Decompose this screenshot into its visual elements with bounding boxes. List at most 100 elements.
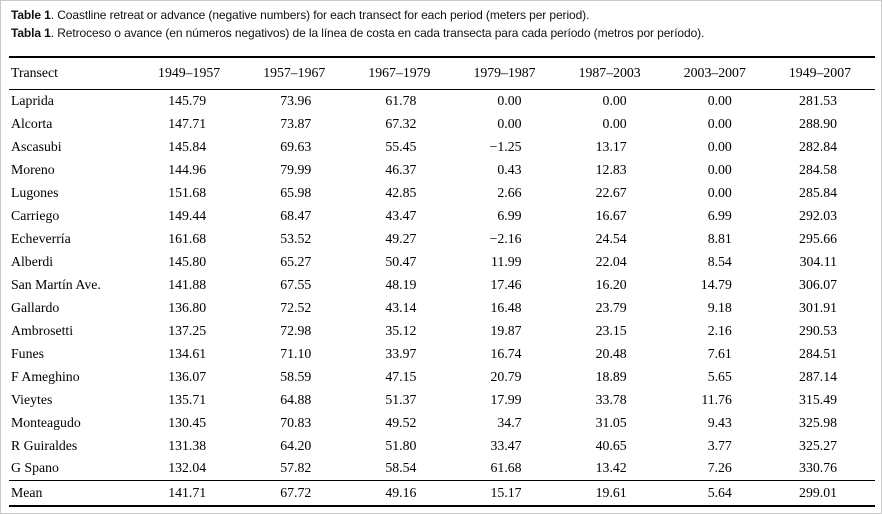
table-row: Carriego 149.44 68.47 43.47 6.99 16.67 6.99 292…: [9, 204, 875, 227]
transect-name: G Spano: [11, 460, 59, 476]
caption-label-es: Tabla 1: [11, 26, 51, 40]
value-cell: 11.99: [491, 253, 522, 269]
value-cell: 72.52: [280, 299, 312, 315]
value-cell: 130.45: [168, 414, 207, 430]
value-cell: 285.84: [799, 184, 837, 200]
table-header: Transect 1949–1957 1957–1967 1967–1979 1979–…: [9, 56, 875, 90]
value-cell: 131.38: [168, 437, 207, 453]
table-row: San Martín Ave. 141.88 67.55 48.19 17.46 16.2…: [9, 273, 875, 296]
value-cell: 151.68: [168, 184, 207, 200]
value-cell: 145.80: [168, 253, 207, 269]
value-cell: 17.46: [490, 276, 522, 292]
value-cell: 282.84: [799, 138, 837, 154]
table-row: Monteagudo 130.45 70.83 49.52 34.7 31.05 9.43 3…: [9, 411, 875, 434]
value-cell: 6.99: [497, 207, 522, 223]
value-cell: 284.58: [799, 161, 837, 177]
value-cell: 9.18: [707, 299, 732, 315]
transect-name: Gallardo: [11, 299, 60, 315]
value-cell: 42.85: [385, 184, 417, 200]
value-cell: 31.05: [595, 414, 627, 430]
value-cell: 40.65: [595, 437, 627, 453]
value-cell: 64.88: [280, 391, 312, 407]
value-cell: 23.15: [595, 322, 627, 338]
column-header-period: 1957–1967: [244, 56, 350, 90]
header-row: Transect 1949–1957 1957–1967 1967–1979 1979–…: [9, 56, 875, 90]
value-cell: 19.87: [490, 322, 522, 338]
transect-name: Echeverría: [11, 230, 71, 246]
value-cell: 67.55: [280, 276, 312, 292]
table-row: Ascasubi 145.84 69.63 55.45 −1.25 13.17 0.00 28…: [9, 135, 875, 158]
value-cell: 134.61: [168, 345, 207, 361]
mean-row: Mean 141.71 67.72 49.16 15.17 19.61 5.64 299.01: [9, 479, 875, 507]
table-row: G Spano 132.04 57.82 58.54 61.68 13.42 7.26 330…: [9, 457, 875, 480]
value-cell: 65.98: [280, 184, 312, 200]
value-cell: 135.71: [168, 391, 207, 407]
value-cell: 161.68: [168, 230, 207, 246]
value-cell: 136.80: [168, 299, 207, 315]
value-cell: 24.54: [595, 230, 627, 246]
value-cell: 79.99: [280, 161, 312, 177]
value-cell: 34.7: [497, 414, 522, 430]
table-row: Ambrosetti 137.25 72.98 35.12 19.87 23.15 2.16…: [9, 319, 875, 342]
value-cell: 147.71: [168, 115, 207, 131]
value-cell: 5.65: [707, 368, 732, 384]
table-row: Vieytes 135.71 64.88 51.37 17.99 33.78 11.76 31…: [9, 388, 875, 411]
value-cell: 58.59: [280, 368, 312, 384]
value-cell: 72.98: [280, 322, 312, 338]
value-cell: 18.89: [595, 368, 627, 384]
value-cell: 58.54: [385, 460, 417, 476]
transect-name: Funes: [11, 345, 44, 361]
value-cell: 22.04: [595, 253, 627, 269]
value-cell: 137.25: [168, 322, 207, 338]
value-cell: 304.11: [799, 253, 837, 269]
value-cell: 61.78: [385, 92, 417, 108]
value-cell: 136.07: [168, 368, 207, 384]
table-row: Laprida 145.79 73.96 61.78 0.00 0.00 0.00 281.5…: [9, 89, 875, 112]
table-row: Funes 134.61 71.10 33.97 16.74 20.48 7.61 284.5…: [9, 342, 875, 365]
value-cell: 9.43: [707, 414, 732, 430]
value-cell: 292.03: [799, 207, 837, 223]
table-row: Gallardo 136.80 72.52 43.14 16.48 23.79 9.18 30…: [9, 296, 875, 319]
value-cell: 0.00: [497, 115, 522, 131]
value-cell: 281.53: [799, 92, 837, 108]
value-cell: 20.48: [595, 345, 627, 361]
transect-name: Carriego: [11, 207, 60, 223]
value-cell: 51.80: [385, 437, 417, 453]
value-cell: 144.96: [168, 161, 207, 177]
value-cell: 8.81: [707, 230, 732, 246]
value-cell: 43.47: [385, 207, 417, 223]
value-cell: 51.37: [385, 391, 417, 407]
value-cell: 47.15: [385, 368, 417, 384]
value-cell: 306.07: [799, 276, 837, 292]
table-row: Echeverría 161.68 53.52 49.27 −2.16 24.54 8.81…: [9, 227, 875, 250]
value-cell: 71.10: [280, 345, 312, 361]
value-cell: 69.63: [280, 138, 312, 154]
value-cell: 70.83: [280, 414, 312, 430]
column-header-period: 1949–1957: [139, 56, 245, 90]
value-cell: 64.20: [280, 437, 312, 453]
value-cell: 3.77: [707, 437, 732, 453]
transect-name: Moreno: [11, 161, 55, 177]
value-cell: 33.78: [595, 391, 627, 407]
column-header-period: 1967–1979: [349, 56, 455, 90]
table-row: Lugones 151.68 65.98 42.85 2.66 22.67 0.00 285.…: [9, 181, 875, 204]
value-cell: 50.47: [385, 253, 417, 269]
value-cell: 17.99: [490, 391, 522, 407]
value-cell: 0.00: [707, 161, 732, 177]
value-cell: 11.76: [701, 391, 732, 407]
value-cell: 141.71: [139, 479, 245, 507]
value-cell: 68.47: [280, 207, 312, 223]
table-row: R Guiraldes 131.38 64.20 51.80 33.47 40.65 3.7…: [9, 434, 875, 457]
value-cell: 288.90: [799, 115, 837, 131]
value-cell: 49.27: [385, 230, 417, 246]
value-cell: 16.67: [595, 207, 627, 223]
transect-name: Monteagudo: [11, 414, 81, 430]
value-cell: 7.26: [707, 460, 732, 476]
table-caption: Table 1. Coastline retreat or advance (n…: [11, 6, 879, 42]
value-cell: 16.74: [490, 345, 522, 361]
transect-name: Laprida: [11, 92, 54, 108]
value-cell: 13.42: [595, 460, 627, 476]
value-cell: 67.72: [244, 479, 350, 507]
value-cell: 33.47: [490, 437, 522, 453]
value-cell: 13.17: [595, 138, 627, 154]
